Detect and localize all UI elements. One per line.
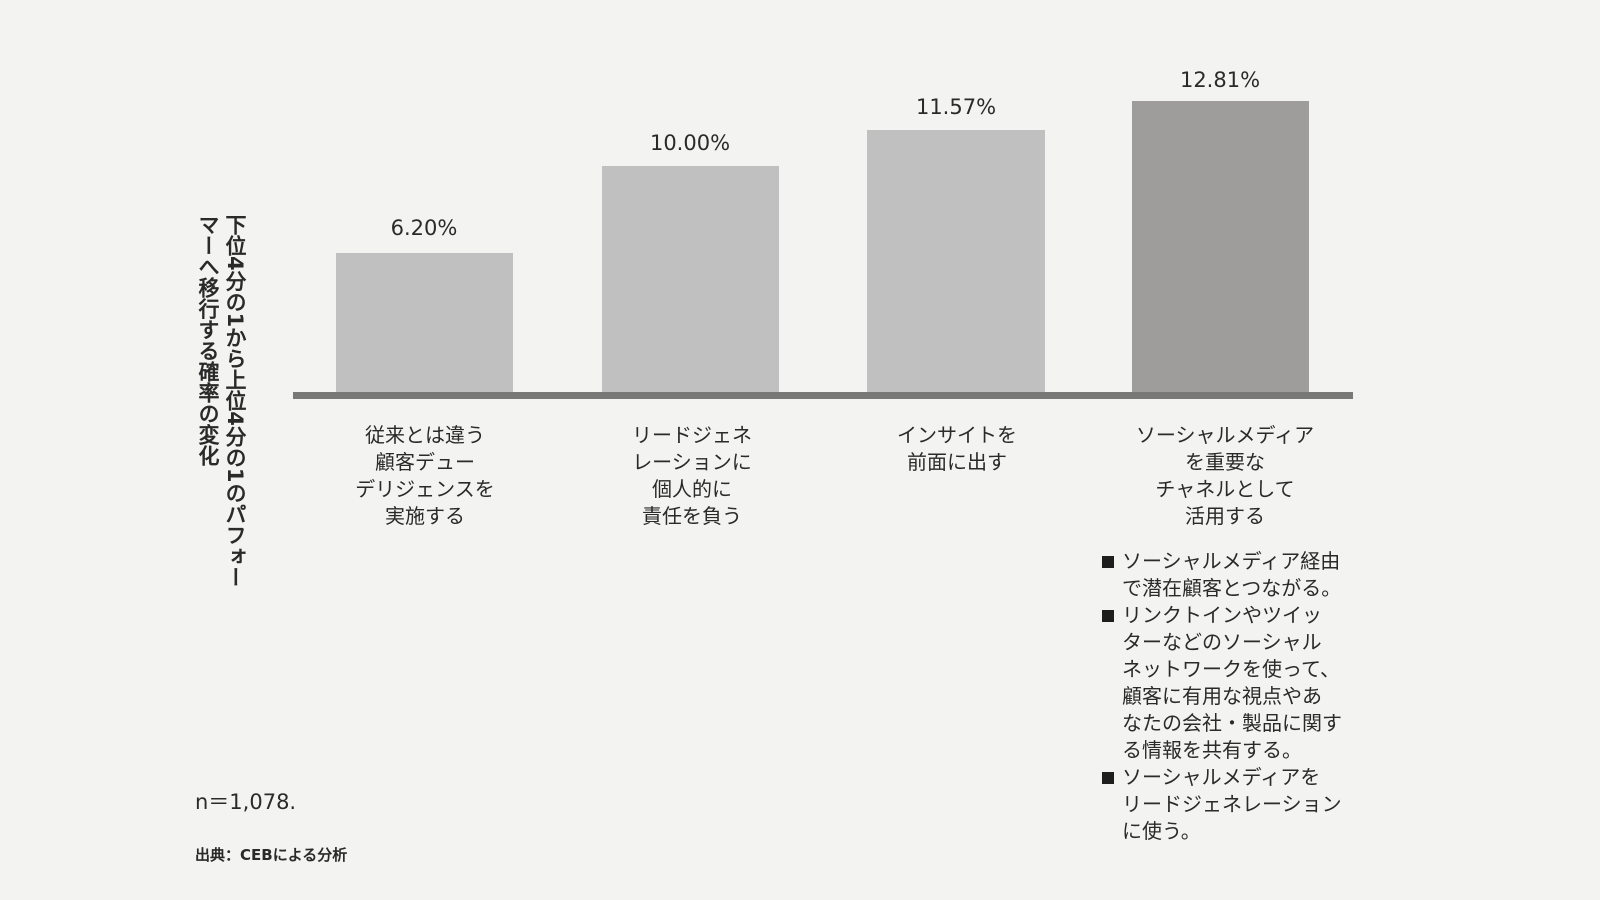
category-label-3: インサイトを 前面に出す (897, 423, 1017, 474)
bar-2 (602, 166, 779, 392)
highlight-notes: ソーシャルメディア経由 で潜在顧客とつながる。 リンクトインやツイッ ターなどの… (1100, 548, 1360, 845)
y-axis-label: 下位4分の1から上位4分の1のパフォーマーへ移行する確率の変化 (196, 214, 247, 588)
value-label-3: 11.57% (915, 95, 997, 119)
sample-size: n＝1,078. (195, 790, 297, 814)
bar-1 (336, 253, 513, 392)
note-item: ソーシャルメディア経由 で潜在顧客とつながる。 (1100, 548, 1360, 602)
note-item: ソーシャルメディアを リードジェネレーション に使う。 (1100, 764, 1360, 845)
square-bullet-icon (1102, 556, 1114, 568)
value-label-1: 6.20% (390, 216, 458, 240)
bar-3 (867, 130, 1045, 392)
source-note: 出典：CEBによる分析 (195, 846, 348, 864)
category-label-4: ソーシャルメディア を重要な チャネルとして 活用する (1135, 423, 1315, 528)
square-bullet-icon (1102, 610, 1114, 622)
value-label-2: 10.00% (649, 131, 731, 155)
square-bullet-icon (1102, 772, 1114, 784)
value-label-4: 12.81% (1179, 68, 1261, 92)
x-axis-baseline (293, 392, 1353, 399)
bar-4-highlight (1132, 101, 1309, 392)
category-label-2: リードジェネ レーションに 個人的に 責任を負う (632, 423, 752, 528)
category-label-1: 従来とは違う 顧客デュー デリジェンスを 実施する (355, 423, 495, 528)
note-item: リンクトインやツイッ ターなどのソーシャル ネットワークを使って、 顧客に有用な… (1100, 602, 1360, 764)
